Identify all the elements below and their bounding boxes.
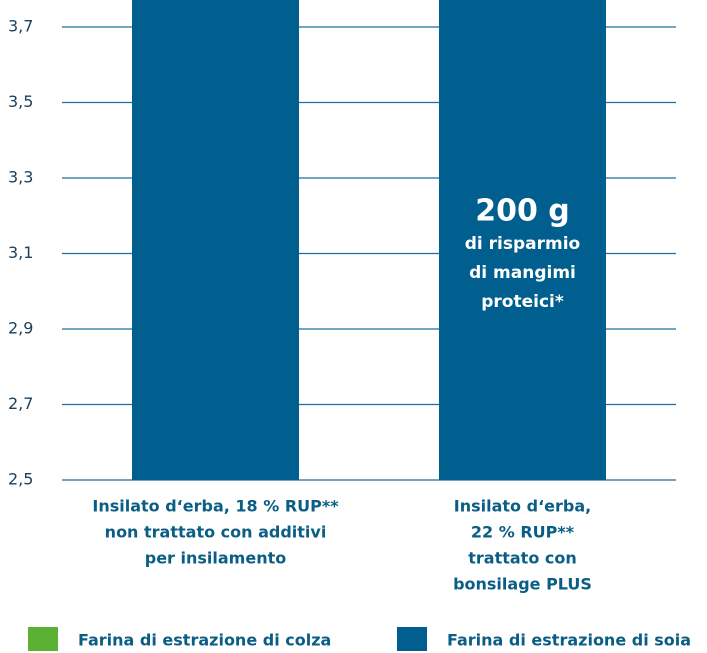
x-tick-label: 22 % RUP** <box>471 523 575 542</box>
x-tick-label: Insilato d‘erba, 18 % RUP** <box>92 497 339 516</box>
y-tick-label: 2,5 <box>8 470 33 489</box>
y-tick-label: 2,9 <box>8 319 33 338</box>
x-tick-label: non trattato con additivi <box>105 523 327 542</box>
annotation: proteici* <box>481 292 564 312</box>
y-tick-label: 3,5 <box>8 92 33 111</box>
x-tick-label: Insilato d‘erba, <box>454 497 591 516</box>
annotation: di mangimi <box>469 263 576 283</box>
legend-swatch <box>397 627 427 651</box>
y-tick-label: 3,3 <box>8 168 33 187</box>
y-tick-label: 2,7 <box>8 394 33 413</box>
x-tick-label: per insilamento <box>145 549 286 568</box>
legend-swatch <box>28 627 58 651</box>
y-tick-label: 3,1 <box>8 243 33 262</box>
bar-segment <box>132 0 299 480</box>
legend-label: Farina di estrazione di soia <box>447 631 691 650</box>
annotation: 200 g <box>475 194 570 229</box>
annotation: di risparmio <box>465 234 581 254</box>
x-tick-label: trattato con <box>468 549 577 568</box>
legend-label: Farina di estrazione di colza <box>78 631 331 650</box>
y-tick-label: 3,7 <box>8 17 33 36</box>
bar-segment <box>439 0 606 480</box>
x-tick-label: bonsilage PLUS <box>453 575 592 594</box>
